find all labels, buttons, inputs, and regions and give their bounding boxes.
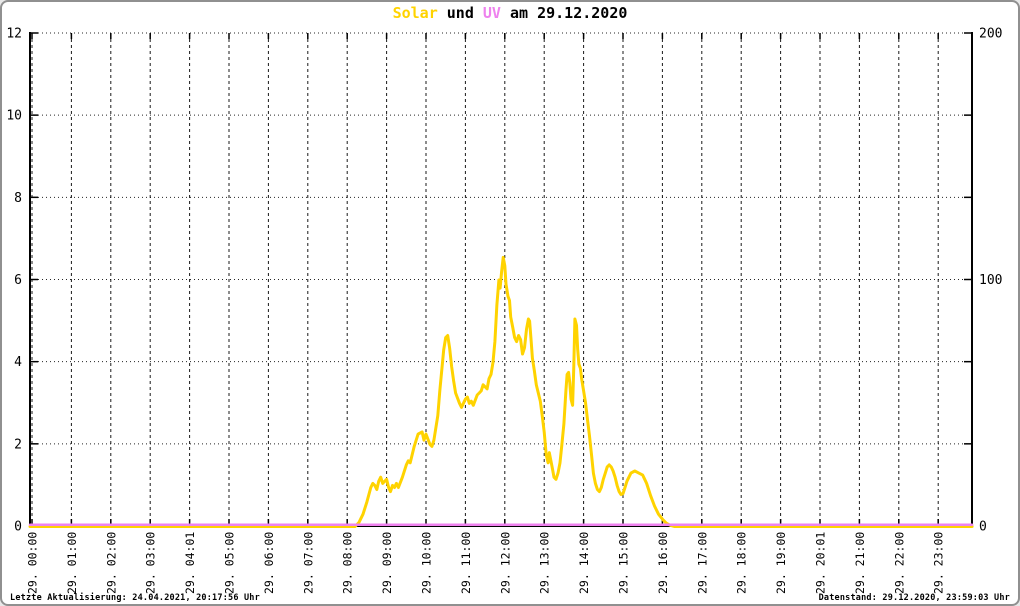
chart-title-segment: UV <box>482 4 501 22</box>
svg-text:29. 03:00: 29. 03:00 <box>144 532 158 594</box>
svg-text:29. 05:00: 29. 05:00 <box>223 532 237 594</box>
svg-text:29. 02:00: 29. 02:00 <box>104 532 118 594</box>
svg-text:29. 19:00: 29. 19:00 <box>774 532 788 594</box>
svg-text:0: 0 <box>979 520 987 535</box>
svg-text:100: 100 <box>979 273 1002 288</box>
svg-text:29. 22:00: 29. 22:00 <box>892 532 906 594</box>
svg-text:29. 00:00: 29. 00:00 <box>26 532 40 594</box>
data-timestamp-text: Datenstand: 29.12.2020, 23:59:03 Uhr <box>818 593 1010 603</box>
svg-text:29. 06:00: 29. 06:00 <box>262 532 276 594</box>
svg-text:29. 16:00: 29. 16:00 <box>656 532 670 594</box>
chart-title-segment: Solar <box>392 4 438 22</box>
svg-text:29. 18:00: 29. 18:00 <box>735 532 749 594</box>
svg-text:12: 12 <box>6 27 22 42</box>
svg-text:29. 23:00: 29. 23:00 <box>932 532 946 594</box>
svg-text:29. 08:00: 29. 08:00 <box>341 532 355 594</box>
chart-title-segment: am 29.12.2020 <box>500 4 628 22</box>
svg-text:29. 01:00: 29. 01:00 <box>65 532 79 594</box>
svg-text:8: 8 <box>14 191 22 206</box>
svg-text:200: 200 <box>979 27 1002 42</box>
last-update-text: Letzte Aktualisierung: 24.04.2021, 20:17… <box>10 593 260 603</box>
svg-text:4: 4 <box>14 355 22 370</box>
svg-text:29. 15:00: 29. 15:00 <box>617 532 631 594</box>
svg-text:29. 14:00: 29. 14:00 <box>577 532 591 594</box>
svg-text:29. 07:00: 29. 07:00 <box>301 532 315 594</box>
chart-footer: Letzte Aktualisierung: 24.04.2021, 20:17… <box>2 593 1018 603</box>
chart-title-segment: und <box>437 4 483 22</box>
chart-title: Solar und UV am 29.12.2020 <box>2 5 1018 22</box>
svg-text:0: 0 <box>14 520 22 535</box>
svg-text:29. 09:00: 29. 09:00 <box>380 532 394 594</box>
svg-text:29. 20:01: 29. 20:01 <box>814 532 828 594</box>
svg-text:29. 10:00: 29. 10:00 <box>420 532 434 594</box>
svg-text:10: 10 <box>6 109 22 124</box>
svg-text:6: 6 <box>14 273 22 288</box>
svg-text:29. 04:01: 29. 04:01 <box>183 532 197 594</box>
svg-text:29. 11:00: 29. 11:00 <box>459 532 473 594</box>
svg-text:29. 21:00: 29. 21:00 <box>853 532 867 594</box>
svg-text:29. 17:00: 29. 17:00 <box>695 532 709 594</box>
svg-text:29. 13:00: 29. 13:00 <box>538 532 552 594</box>
svg-text:29. 12:00: 29. 12:00 <box>498 532 512 594</box>
svg-text:2: 2 <box>14 437 22 452</box>
